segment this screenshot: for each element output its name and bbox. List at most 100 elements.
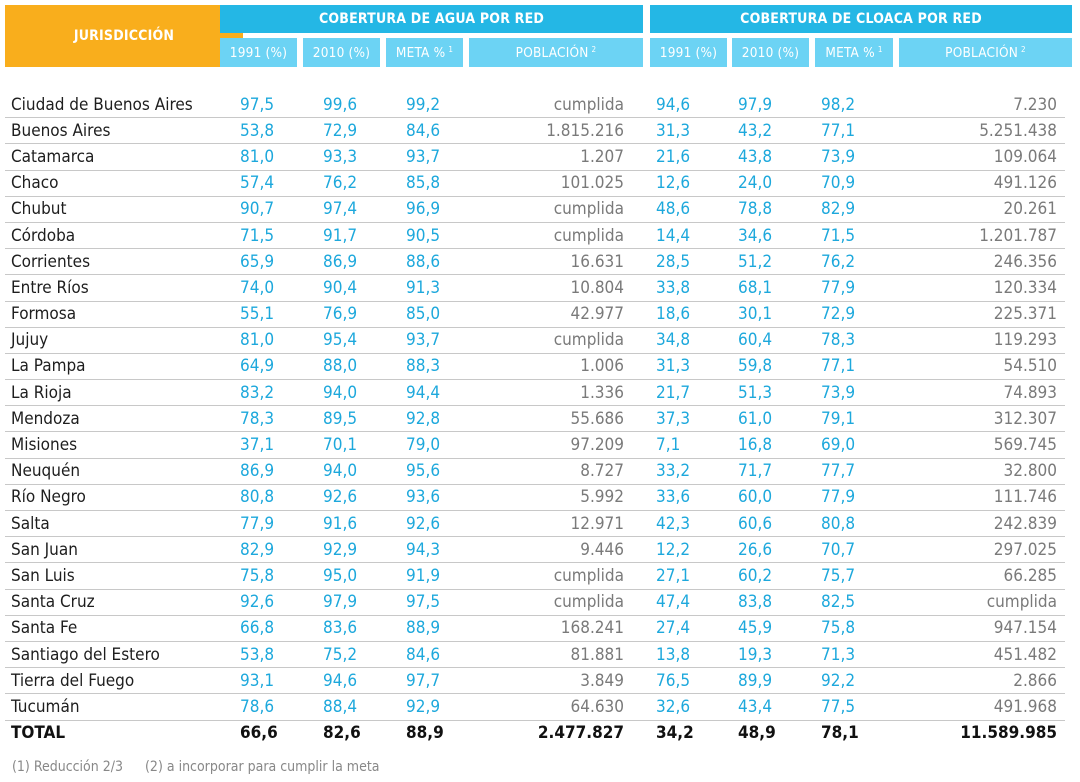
cell-sewer-poblacion: 242.839 (885, 510, 1065, 538)
cell-water-poblacion: 55.686 (469, 405, 636, 433)
cell-water-1991: 81,0 (220, 327, 303, 354)
cell-sewer-poblacion: 74.893 (885, 379, 1065, 407)
cell-jurisdiction: Chaco (5, 170, 220, 197)
header-water-coverage: COBERTURA DE AGUA POR RED (220, 5, 643, 33)
cell-water-meta: 90,5 (386, 222, 469, 250)
cell-sewer-2010: 19,3 (718, 641, 801, 669)
cell-water-2010: 75,2 (303, 641, 386, 669)
cell-jurisdiction: Chubut (5, 196, 220, 223)
cell-jurisdiction: TOTAL (11, 723, 66, 744)
cell-water-poblacion: 64.630 (469, 693, 636, 721)
cell-water-meta: 91,3 (386, 274, 469, 302)
cell-sewer-poblacion: 7.230 (885, 92, 1065, 119)
cell-water-2010: 82,6 (323, 723, 361, 744)
cell-water-meta: 92,9 (386, 693, 469, 721)
cell-sewer-1991: 7,1 (636, 431, 718, 459)
cell-water-2010: 92,6 (303, 484, 386, 512)
cell-sewer-2010: 24,0 (718, 170, 801, 197)
table-row: La Rioja 83,2 94,0 94,4 1.336 21,7 51,3 73,9 74.… (5, 379, 1065, 407)
cell-water-poblacion: cumplida (469, 196, 636, 223)
cell-sewer-2010: 34,6 (718, 222, 801, 250)
cell-water-meta: 99,2 (386, 92, 469, 119)
cell-sewer-poblacion: 111.746 (885, 484, 1065, 512)
table-row: Buenos Aires 53,8 72,9 84,6 1.815.216 31,3 43,… (5, 117, 1065, 145)
cell-water-poblacion: 3.849 (469, 667, 636, 695)
cell-sewer-meta: 76,2 (801, 248, 885, 276)
cell-sewer-poblacion: 246.356 (885, 248, 1065, 276)
cell-sewer-meta: 73,9 (801, 379, 885, 407)
table-row: Chubut 90,7 97,4 96,9 cumplida 48,6 78,8 82,9 20… (5, 196, 1065, 223)
cell-sewer-1991: 32,6 (636, 693, 718, 721)
cell-sewer-meta: 80,8 (801, 510, 885, 538)
cell-water-2010: 92,9 (303, 536, 386, 564)
cell-jurisdiction: Santiago del Estero (5, 641, 220, 669)
cell-sewer-1991: 12,6 (636, 170, 718, 197)
cell-sewer-1991: 42,3 (636, 510, 718, 538)
cell-water-poblacion: 81.881 (469, 641, 636, 669)
cell-sewer-meta: 82,5 (801, 589, 885, 616)
cell-sewer-1991: 76,5 (636, 667, 718, 695)
cell-sewer-poblacion: 491.968 (885, 693, 1065, 721)
header-jurisdiction: JURISDICCIÓN (5, 5, 243, 67)
cell-sewer-poblacion: 491.126 (885, 170, 1065, 197)
cell-sewer-2010: 68,1 (718, 274, 801, 302)
cell-jurisdiction: San Luis (5, 562, 220, 590)
cell-sewer-1991: 33,2 (636, 458, 718, 485)
cell-sewer-meta: 77,1 (801, 353, 885, 381)
cell-sewer-poblacion: 20.261 (885, 196, 1065, 223)
cell-water-1991: 64,9 (220, 353, 303, 381)
cell-water-meta: 96,9 (386, 196, 469, 223)
cell-water-poblacion: 2.477.827 (537, 723, 624, 744)
cell-water-2010: 99,6 (303, 92, 386, 119)
cell-sewer-2010: 60,0 (718, 484, 801, 512)
cell-water-1991: 37,1 (220, 431, 303, 459)
cell-sewer-2010: 45,9 (718, 615, 801, 642)
cell-sewer-poblacion: 32.800 (885, 458, 1065, 485)
cell-sewer-2010: 60,2 (718, 562, 801, 590)
cell-sewer-meta: 69,0 (801, 431, 885, 459)
cell-sewer-poblacion: 297.025 (885, 536, 1065, 564)
cell-sewer-meta: 82,9 (801, 196, 885, 223)
cell-water-2010: 95,0 (303, 562, 386, 590)
cell-jurisdiction: Neuquén (5, 458, 220, 485)
cell-water-2010: 86,9 (303, 248, 386, 276)
cell-water-poblacion: 16.631 (469, 248, 636, 276)
cell-sewer-meta: 75,7 (801, 562, 885, 590)
cell-sewer-meta: 70,9 (801, 170, 885, 197)
cell-water-poblacion: 1.006 (469, 353, 636, 381)
cell-water-2010: 70,1 (303, 431, 386, 459)
table-row: Santiago del Estero 53,8 75,2 84,6 81.881 13,… (5, 641, 1065, 669)
cell-sewer-meta: 78,1 (821, 723, 859, 744)
cell-water-meta: 84,6 (386, 641, 469, 669)
cell-sewer-2010: 48,9 (738, 723, 776, 744)
cell-sewer-1991: 94,6 (636, 92, 718, 119)
cell-sewer-2010: 43,2 (718, 117, 801, 145)
table-row: Jujuy 81,0 95,4 93,7 cumplida 34,8 60,4 78,3 119… (5, 327, 1065, 354)
cell-water-meta: 97,7 (386, 667, 469, 695)
header-sewer-2010: 2010 (%) (732, 38, 809, 67)
cell-sewer-meta: 77,5 (801, 693, 885, 721)
header-sewer-poblacion: POBLACIÓN 2 (899, 38, 1072, 67)
cell-water-1991: 86,9 (220, 458, 303, 485)
cell-sewer-2010: 71,7 (718, 458, 801, 485)
cell-water-meta: 88,9 (386, 615, 469, 642)
cell-water-2010: 94,0 (303, 379, 386, 407)
cell-sewer-poblacion: 54.510 (885, 353, 1065, 381)
cell-water-2010: 94,0 (303, 458, 386, 485)
cell-water-poblacion: cumplida (469, 562, 636, 590)
cell-sewer-poblacion: 947.154 (885, 615, 1065, 642)
cell-sewer-1991: 28,5 (636, 248, 718, 276)
cell-sewer-1991: 34,2 (656, 723, 694, 744)
cell-sewer-poblacion: 312.307 (885, 405, 1065, 433)
cell-sewer-meta: 77,1 (801, 117, 885, 145)
cell-sewer-2010: 16,8 (718, 431, 801, 459)
cell-jurisdiction: Corrientes (5, 248, 220, 276)
table-row: Catamarca 81,0 93,3 93,7 1.207 21,6 43,8 73,9 10… (5, 143, 1065, 171)
cell-water-1991: 65,9 (220, 248, 303, 276)
table-row: Misiones 37,1 70,1 79,0 97.209 7,1 16,8 69,0 569… (5, 431, 1065, 459)
cell-water-2010: 76,9 (303, 301, 386, 328)
cell-jurisdiction: Río Negro (5, 484, 220, 512)
footnote-2: (2) a incorporar para cumplir la meta (145, 759, 380, 775)
cell-water-meta: 85,0 (386, 301, 469, 328)
cell-sewer-1991: 27,1 (636, 562, 718, 590)
